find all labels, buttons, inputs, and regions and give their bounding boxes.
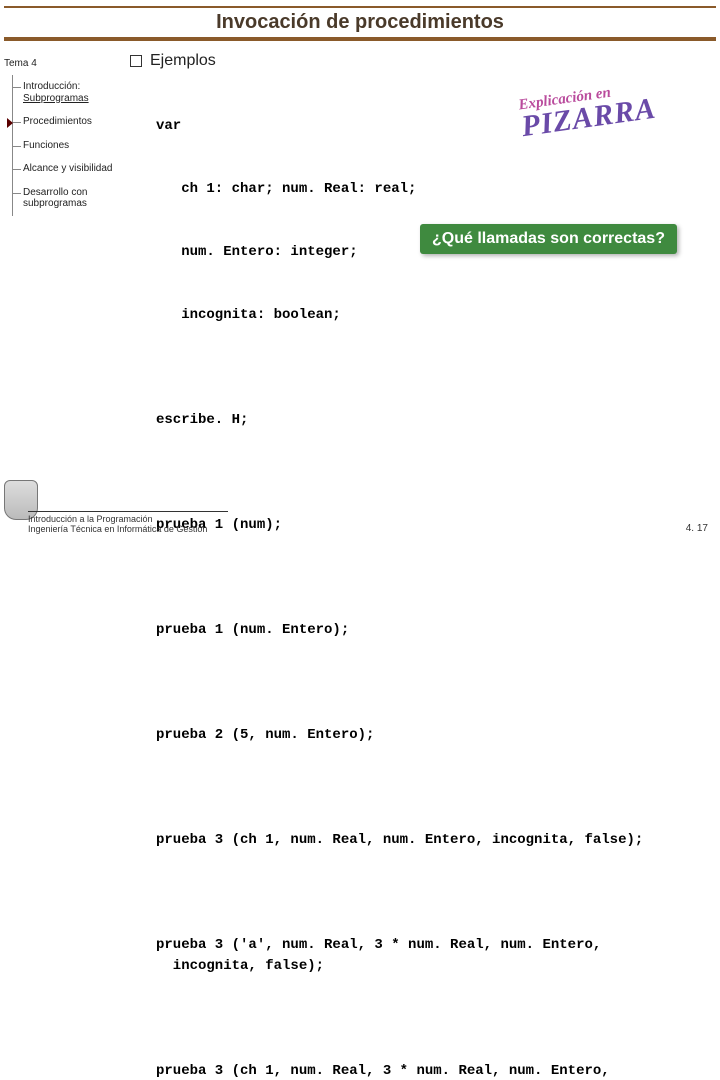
bullet-row: Ejemplos [130, 52, 710, 70]
outline-item-label: Introducción: [23, 81, 80, 92]
outline-item[interactable]: Funciones [13, 134, 114, 158]
outline-item-label: Desarrollo con subprogramas [23, 187, 87, 210]
code-line: var [156, 116, 710, 137]
outline-item[interactable]: Introducción: Subprogramas [13, 75, 114, 110]
code-line: prueba 3 (ch 1, num. Real, 3 * num. Real… [156, 1061, 710, 1080]
bullet-text: Ejemplos [150, 52, 216, 70]
outline-item-label: Funciones [23, 140, 69, 151]
footer-line2: Ingeniería Técnica en Informática de Ges… [28, 524, 710, 534]
outline-item-label: Procedimientos [23, 116, 92, 127]
outline-item-label: Alcance y visibilidad [23, 163, 113, 174]
outline-item[interactable]: Procedimientos [13, 110, 114, 134]
callout-text: ¿Qué llamadas son correctas? [432, 230, 665, 247]
content-area: Ejemplos var ch 1: char; num. Real: real… [130, 52, 710, 1080]
question-callout: ¿Qué llamadas son correctas? [420, 224, 677, 254]
code-line: prueba 1 (num. Entero); [156, 620, 710, 641]
outline-tree: Introducción: Subprogramas Procedimiento… [12, 75, 114, 216]
slide-title: Invocación de procedimientos [4, 6, 716, 41]
outline-root: Tema 4 [4, 56, 114, 71]
code-line: ch 1: char; num. Real: real; [156, 179, 710, 200]
bullet-box-icon [130, 55, 142, 67]
code-line: prueba 3 ('a', num. Real, 3 * num. Real,… [156, 935, 710, 977]
footer-line1: Introducción a la Programación [28, 514, 710, 524]
code-line: prueba 3 (ch 1, num. Real, num. Entero, … [156, 830, 710, 851]
footer: Introducción a la Programación Ingenierí… [28, 511, 710, 534]
code-line: prueba 2 (5, num. Entero); [156, 725, 710, 746]
code-line: incognita: boolean; [156, 305, 710, 326]
title-bar: Invocación de procedimientos [0, 0, 720, 45]
outline-item-sub: Subprogramas [23, 93, 89, 104]
outline-sidebar: Tema 4 Introducción: Subprogramas Proced… [4, 56, 114, 216]
outline-item[interactable]: Desarrollo con subprogramas [13, 181, 114, 216]
footer-rule [28, 511, 228, 512]
outline-item[interactable]: Alcance y visibilidad [13, 157, 114, 181]
page-number: 4. 17 [686, 523, 708, 534]
code-line: escribe. H; [156, 410, 710, 431]
